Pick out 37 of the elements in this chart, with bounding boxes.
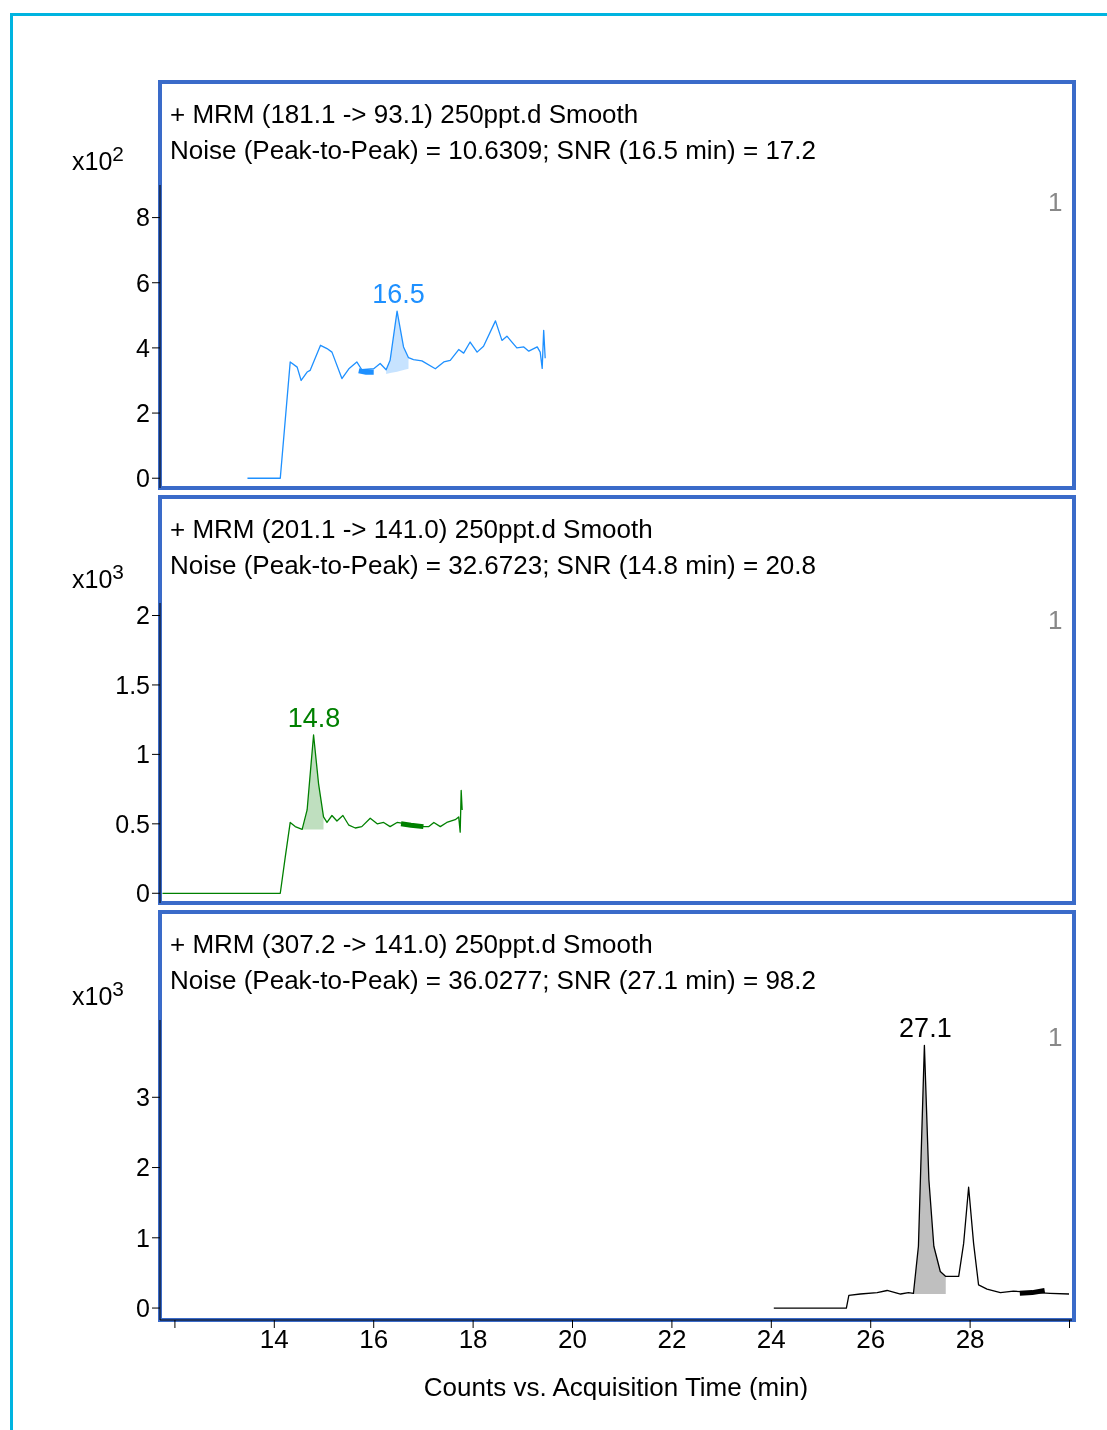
chart-subtitle: Noise (Peak-to-Peak) = 10.6309; SNR (16.5 min) = 17.2 [170, 134, 816, 167]
chart-title: + MRM (307.2 -> 141.0) 250ppt.d Smooth [170, 928, 653, 961]
x-tick-label: 18 [458, 1324, 488, 1355]
annotation: 27.1 [899, 1013, 952, 1044]
x-tick-label: 26 [856, 1324, 886, 1355]
x-tick-label: 24 [756, 1324, 786, 1355]
chart-title: + MRM (181.1 -> 93.1) 250ppt.d Smooth [170, 98, 639, 131]
chart-subtitle: Noise (Peak-to-Peak) = 32.6723; SNR (14.8 min) = 20.8 [170, 549, 816, 582]
y-tick-label: 1 [136, 740, 150, 769]
x-tick-label: 16 [359, 1324, 389, 1355]
x-tick-label: 14 [259, 1324, 289, 1355]
x-tick-label: 28 [955, 1324, 985, 1355]
y-tick-label: 3 [136, 1083, 150, 1112]
y-tick-label: 0 [136, 1293, 150, 1322]
y-axis-title: x10$^{3}$ [72, 559, 124, 595]
y-tick-label: 0 [136, 464, 150, 493]
y-tick-label: 4 [136, 333, 151, 362]
y-tick-label: 2 [136, 601, 150, 630]
annotation: 1 [1048, 187, 1063, 218]
y-axis-title: x10$^{3}$ [72, 976, 124, 1012]
y-tick-label: 8 [136, 203, 150, 232]
y-tick-label: 0.5 [115, 809, 150, 838]
y-tick-label: 2 [136, 1153, 150, 1182]
y-tick-label: 1 [136, 1223, 150, 1252]
y-tick-label: 0 [136, 879, 150, 908]
y-tick-label: 1.5 [115, 670, 150, 699]
chart-title: + MRM (201.1 -> 141.0) 250ppt.d Smooth [170, 513, 653, 546]
annotation: 14.8 [287, 702, 341, 733]
x-tick-label: 22 [657, 1324, 687, 1355]
chart-subtitle: Noise (Peak-to-Peak) = 36.0277; SNR (27.1 min) = 98.2 [170, 964, 816, 997]
y-tick-label: 6 [136, 268, 150, 297]
x-tick-label: 20 [558, 1324, 587, 1355]
annotation: 1 [1048, 605, 1063, 636]
y-axis-title: x10$^{2}$ [72, 141, 124, 177]
y-tick-label: 2 [136, 398, 150, 427]
annotation: 16.5 [372, 279, 425, 310]
annotation: 1 [1048, 1022, 1063, 1053]
